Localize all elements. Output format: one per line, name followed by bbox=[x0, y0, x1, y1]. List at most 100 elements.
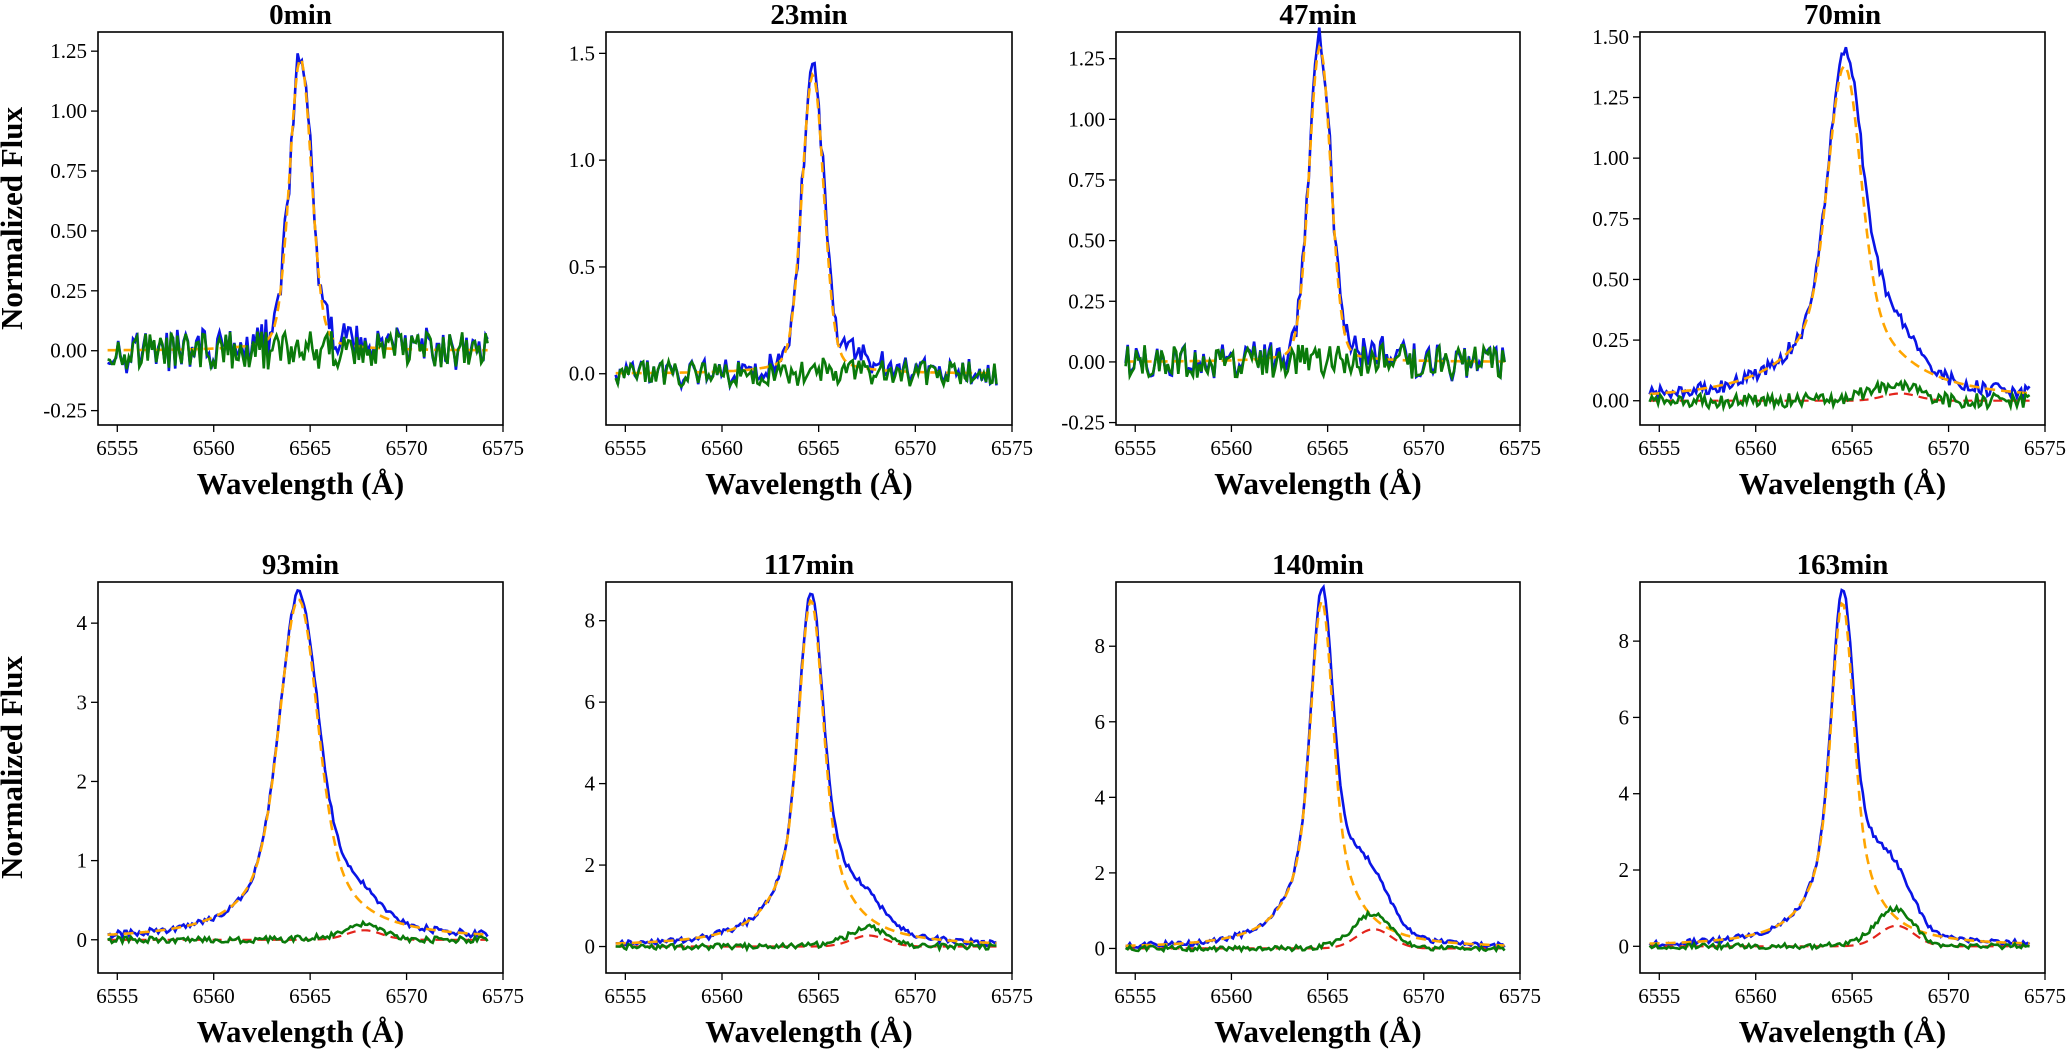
panel-0-xtick-label: 6565 bbox=[289, 436, 331, 460]
panel-5-xtick-label: 6555 bbox=[604, 984, 646, 1008]
panel-7-ytick-label: 2 bbox=[1619, 858, 1630, 882]
panel-3-ytick-label: 0.00 bbox=[1592, 389, 1629, 413]
panel-7-ytick-label: 0 bbox=[1619, 934, 1630, 958]
panel-2-ytick-label: 0.50 bbox=[1068, 229, 1105, 253]
panel-1-ytick-label: 1.5 bbox=[569, 41, 595, 65]
panel-7: 163min 6555 6560 6565 6570 6575 0 2 4 6 8 Wavelengt… bbox=[1619, 549, 2067, 1049]
panel-0-ytick-label: 1.25 bbox=[50, 39, 87, 63]
panel-1-frame bbox=[605, 31, 1013, 426]
panel-6-ytick-label: 6 bbox=[1095, 710, 1106, 734]
panel-2-title: 47min bbox=[1279, 0, 1356, 31]
panel-5-ytick-label: 6 bbox=[585, 690, 596, 714]
panel-4-observed-line bbox=[107, 588, 489, 940]
panel-5-ytick-label: 2 bbox=[585, 853, 596, 877]
panel-2-ytick-label: -0.25 bbox=[1061, 411, 1105, 435]
panel-3-residual-line bbox=[1648, 378, 2031, 413]
panel-3-ytick-label: 1.50 bbox=[1592, 25, 1629, 49]
panel-0-ytick-label: 0.50 bbox=[50, 219, 87, 243]
panel-1-ytick-label: 0.5 bbox=[569, 255, 595, 279]
panel-4-ytick-label: 1 bbox=[77, 849, 88, 873]
panel-5-xlabel: Wavelength (Å) bbox=[705, 1014, 913, 1049]
panel-3-fit-line bbox=[1649, 64, 2030, 396]
panel-7-xtick-label: 6560 bbox=[1735, 984, 1777, 1008]
panel-0-observed-line bbox=[107, 53, 489, 374]
panel-0-ytick-label: 1.00 bbox=[50, 99, 87, 123]
panel-2-ytick-label: 0.25 bbox=[1068, 289, 1105, 313]
panel-3-xlabel: Wavelength (Å) bbox=[1739, 466, 1947, 501]
panel-3: 70min 6555 6560 6565 6570 6575 0.00 0.25 0.50 0.7… bbox=[1592, 0, 2066, 501]
panel-1-xtick-label: 6560 bbox=[701, 436, 743, 460]
panel-6-ytick-label: 0 bbox=[1095, 936, 1106, 960]
panel-1-xtick-label: 6565 bbox=[798, 436, 840, 460]
panel-2-ytick-label: 1.00 bbox=[1068, 107, 1105, 131]
panel-5-ytick-label: 8 bbox=[585, 609, 596, 633]
panel-1-ytick-label: 0.0 bbox=[569, 362, 595, 386]
panel-7-xtick-label: 6555 bbox=[1638, 984, 1680, 1008]
panel-5-xtick-label: 6570 bbox=[894, 984, 936, 1008]
panel-5-observed-line bbox=[615, 592, 997, 948]
panel-7-xlabel: Wavelength (Å) bbox=[1739, 1014, 1947, 1049]
panel-3-ytick-label: 0.50 bbox=[1592, 267, 1629, 291]
panel-2-fit-line bbox=[1125, 44, 1505, 363]
panel-7-observed-line bbox=[1648, 588, 2031, 948]
panel-2-xtick-label: 6560 bbox=[1210, 436, 1252, 460]
panel-4-title: 93min bbox=[262, 549, 339, 581]
panel-7-frame bbox=[1639, 581, 2046, 974]
panel-7-ytick-label: 8 bbox=[1619, 629, 1630, 653]
panel-0-xtick-label: 6570 bbox=[386, 436, 428, 460]
panel-5-ytick-label: 0 bbox=[585, 935, 596, 959]
panel-3-frame bbox=[1639, 31, 2046, 426]
panel-2-ytick-label: 0.75 bbox=[1068, 168, 1105, 192]
panel-2: 47min 6555 6560 6565 6570 6575 -0.25 0.00 0.25 0.… bbox=[1061, 0, 1541, 501]
panel-6-observed-line bbox=[1125, 583, 1506, 951]
panel-3-xtick-label: 6555 bbox=[1638, 436, 1680, 460]
panel-4-residual-line bbox=[107, 919, 489, 947]
panel-3-xtick-label: 6570 bbox=[1928, 436, 1970, 460]
panel-2-xlabel: Wavelength (Å) bbox=[1214, 466, 1422, 501]
panel-5-frame bbox=[605, 581, 1013, 974]
panel-6-residual-line bbox=[1124, 909, 1506, 954]
panel-2-residual-line bbox=[1124, 341, 1506, 382]
panel-6-frame bbox=[1115, 581, 1521, 974]
panel-6-xlabel: Wavelength (Å) bbox=[1214, 1014, 1422, 1049]
panel-1-title: 23min bbox=[770, 0, 847, 31]
panel-7-ytick-label: 4 bbox=[1619, 782, 1630, 806]
panel-7-xtick-label: 6570 bbox=[1928, 984, 1970, 1008]
panel-4-ytick-label: 2 bbox=[77, 769, 88, 793]
panel-0-ytick-label: -0.25 bbox=[43, 399, 87, 423]
panel-4-frame bbox=[97, 581, 504, 974]
panel-3-xtick-label: 6560 bbox=[1735, 436, 1777, 460]
panel-2-xtick-label: 6565 bbox=[1307, 436, 1349, 460]
panel-4-xtick-label: 6560 bbox=[193, 984, 235, 1008]
panel-5-ytick-label: 4 bbox=[585, 772, 596, 796]
panel-4-xtick-label: 6565 bbox=[289, 984, 331, 1008]
panel-6-ytick-label: 4 bbox=[1095, 785, 1106, 809]
panel-6-xtick-label: 6570 bbox=[1403, 984, 1445, 1008]
panel-0-title: 0min bbox=[269, 0, 332, 31]
panel-2-xtick-label: 6555 bbox=[1114, 436, 1156, 460]
panel-3-xtick-label: 6575 bbox=[2024, 436, 2066, 460]
panel-1: 23min 6555 6560 6565 6570 6575 0.0 0.5 1.0 1.5 Wav… bbox=[569, 0, 1033, 501]
panel-1-fit-line bbox=[615, 71, 997, 375]
panel-0-ytick-label: 0.00 bbox=[50, 339, 87, 363]
panel-7-xtick-label: 6575 bbox=[2024, 984, 2066, 1008]
panel-0-xtick-label: 6575 bbox=[482, 436, 524, 460]
panel-2-xtick-label: 6570 bbox=[1403, 436, 1445, 460]
panel-5-fit-line bbox=[615, 598, 997, 945]
panel-3-ytick-label: 1.00 bbox=[1592, 146, 1629, 170]
panel-0-frame bbox=[97, 31, 504, 426]
panel-6-ytick-label: 8 bbox=[1095, 634, 1106, 658]
panel-1-xlabel: Wavelength (Å) bbox=[705, 466, 913, 501]
panel-6-title: 140min bbox=[1272, 549, 1364, 581]
panel-6-xtick-label: 6555 bbox=[1114, 984, 1156, 1008]
panel-7-xtick-label: 6565 bbox=[1831, 984, 1873, 1008]
panel-7-fit-line bbox=[1649, 601, 2030, 945]
panel-1-xtick-label: 6575 bbox=[991, 436, 1033, 460]
panel-4-ylabel: Normalized Flux bbox=[0, 656, 29, 879]
panel-3-ytick-label: 0.25 bbox=[1592, 328, 1629, 352]
panel-0-ylabel: Normalized Flux bbox=[0, 107, 29, 330]
panel-2-xtick-label: 6575 bbox=[1499, 436, 1541, 460]
panel-7-title: 163min bbox=[1797, 549, 1889, 581]
panel-0-fit-line bbox=[107, 56, 488, 352]
